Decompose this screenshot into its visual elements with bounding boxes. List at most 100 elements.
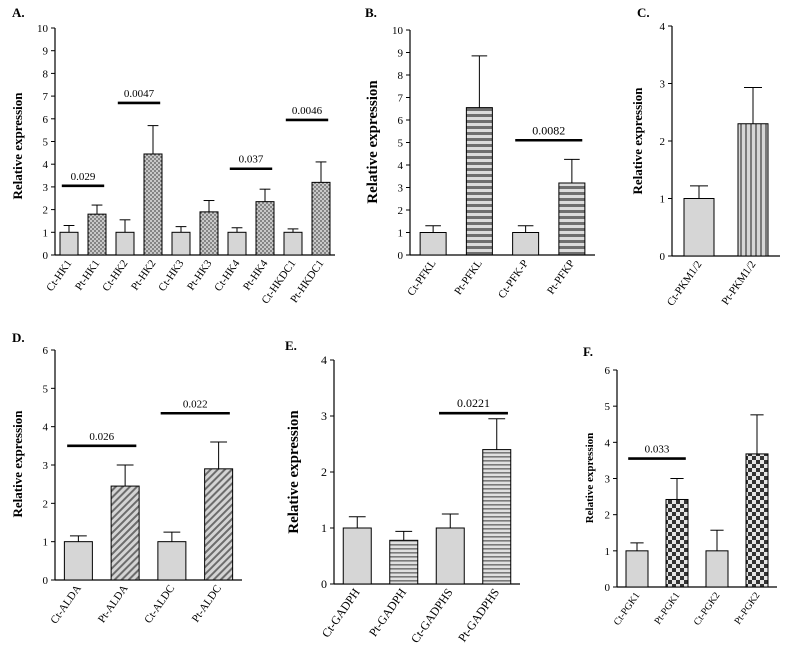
panel-e-p-value: 0.0221 [457, 396, 490, 410]
panel-b-category-label: Ct-PFK-P [496, 258, 531, 301]
panel-f-bar-ct-pgk2 [705, 550, 729, 588]
panel-a-category-label: Pt-HK2 [129, 258, 158, 293]
panel-b-category-label: Ct-PFKL [405, 258, 438, 299]
panel-c-bar-pt-pkm1-2 [737, 123, 769, 257]
panel-f-y-tick-label: 5 [605, 401, 611, 413]
panel-c-bar-ct-pkm1-2 [683, 198, 715, 257]
panel-b-bar-pt-pfkl [465, 107, 493, 256]
panel-a-p-value: 0.0046 [292, 105, 323, 117]
panel-b-y-tick-label: 6 [398, 115, 404, 127]
panel-a-bar-ct-hk2 [115, 231, 135, 256]
panel-f-y-axis-label: Relative expression [584, 433, 596, 524]
panel-a-y-tick-label: 5 [43, 137, 49, 149]
panel-c-y-tick-label: 3 [660, 79, 666, 91]
panel-a-y-tick-label: 1 [43, 227, 49, 239]
panel-d-y-tick-label: 4 [43, 422, 49, 434]
panel-a-category-label: Pt-HK4 [241, 257, 271, 292]
panel-b-category-label: Pt-PFKL [452, 258, 485, 298]
panel-b-y-tick-label: 0 [398, 250, 404, 262]
panel-a-y-tick-label: 3 [43, 182, 49, 194]
panel-a-bar-pt-hk1 [87, 213, 107, 256]
panel-a-p-value: 0.0047 [124, 88, 155, 100]
panel-b-p-value: 0.0082 [532, 123, 565, 137]
panel-a-bar-ct-hk1 [59, 231, 79, 256]
panel-e-bar-pt-gadphs [482, 449, 512, 585]
panel-a-y-tick-label: 2 [43, 205, 49, 217]
panel-d-y-tick-label: 1 [43, 537, 49, 549]
panel-d-label: D. [12, 330, 25, 345]
panel-a-bar-pt-hk2 [143, 153, 163, 256]
panel-c-category-label: Pt-PKM1/2 [720, 259, 759, 307]
panel-e-bar-ct-gadphs [435, 527, 465, 585]
panel-d-bar-pt-aldc [204, 468, 234, 581]
panel-e-y-axis-label: Relative expression [286, 410, 302, 534]
panel-c-y-tick-label: 2 [660, 136, 666, 148]
panel-b-y-tick-label: 9 [398, 48, 404, 60]
panel-d-bar-ct-alda [63, 541, 93, 581]
panel-e-category-label: Ct-GADPH [319, 585, 363, 640]
panel-b-bar-ct-pfkl [419, 232, 447, 256]
panel-d-category-label: Pt-ALDC [190, 583, 224, 625]
panel-b-y-tick-label: 3 [398, 183, 404, 195]
panel-f-category-label: Ct-PGK1 [612, 590, 643, 627]
panel-e-y-tick-label: 4 [321, 353, 327, 367]
panel-a-y-tick-label: 7 [43, 91, 49, 103]
panel-f-category-label: Pt-PGK1 [652, 590, 682, 626]
panel-f-p-value: 0.033 [645, 444, 670, 456]
panel-b-y-tick-label: 7 [398, 93, 404, 105]
panel-b-y-tick-label: 8 [398, 70, 404, 82]
panel-a-category-label: Pt-HK3 [185, 257, 215, 292]
panel-d-category-label: Pt-ALDA [96, 583, 131, 625]
panel-d-y-tick-label: 3 [43, 460, 49, 472]
panel-a-y-tick-label: 4 [43, 159, 49, 171]
panel-c-category-label: Ct-PKM1/2 [665, 259, 705, 308]
panel-e-category-label: Pt-GADPHS [455, 586, 502, 645]
panel-a-y-tick-label: 0 [43, 250, 49, 262]
panel-f-label: F. [583, 344, 593, 359]
panel-b-plot: 0 1 2 3 4 5 6 7 8 9 10 Ct-PFKL Pt-PFKL Ct-PFK-P Pt-PFK… [392, 25, 595, 301]
panel-f-plot: 0 1 2 3 4 5 6 Ct-PGK1 Pt-PGK1 Ct-PGK2 Pt-PGK2 0.033 [605, 365, 777, 628]
panel-f-y-tick-label: 0 [605, 582, 611, 594]
panel-b-bar-pt-pfkp [558, 182, 586, 256]
panel-c-pkm-chart: C. Relative expression 0 1 2 3 4 Ct-PKM1/2 Pt-… [630, 5, 780, 308]
panel-e-bar-pt-gadph [389, 539, 419, 585]
panel-c-y-axis-label: Relative expression [630, 87, 645, 195]
panel-b-category-label: Pt-PFKP [545, 258, 577, 297]
panel-e-bar-ct-gadph [342, 527, 372, 585]
panel-c-y-tick-label: 0 [660, 251, 666, 263]
panel-a-bar-ct-hk3 [171, 231, 191, 256]
panel-a-y-axis-label: Relative expression [10, 92, 25, 200]
panel-f-y-tick-label: 1 [605, 546, 611, 558]
panel-b-y-tick-label: 5 [398, 138, 404, 150]
panel-c-y-tick-label: 4 [660, 21, 666, 33]
panel-a-bar-ct-hk4 [227, 231, 247, 256]
panel-c-label: C. [637, 5, 650, 20]
panel-f-y-tick-label: 3 [605, 474, 611, 486]
panel-a-bar-pt-hkdc1 [311, 181, 331, 256]
panel-f-bar-pt-pgk1 [665, 498, 689, 588]
panel-a-bar-pt-hk4 [255, 201, 275, 256]
panel-a-hexokinase-chart: A. Relative expression 0 1 2 3 4 5 6 7 8 9 10 Ct-HK… [10, 5, 335, 306]
panel-b-pfk-chart: B. Relative expression 0 1 2 3 4 5 6 7 8 9 10 Ct-PF… [365, 5, 595, 301]
panel-a-category-label: Ct-HK1 [44, 258, 74, 294]
panel-f-y-tick-label: 2 [605, 510, 611, 522]
panel-f-bar-ct-pgk1 [625, 550, 649, 588]
panel-f-bar-pt-pgk2 [745, 453, 769, 588]
panel-e-category-label: Ct-GADPHS [408, 586, 456, 646]
panel-d-y-axis-label: Relative expression [10, 410, 25, 518]
panel-d-bar-ct-aldc [157, 541, 187, 581]
panel-a-category-label: Ct-HK4 [212, 257, 242, 293]
panel-a-y-tick-label: 10 [37, 23, 49, 35]
panel-a-label: A. [12, 5, 25, 20]
panel-d-p-value: 0.022 [183, 398, 208, 410]
panel-d-y-tick-label: 6 [43, 345, 49, 357]
panel-b-y-axis-label: Relative expression [365, 80, 381, 204]
panel-f-category-label: Ct-PGK2 [692, 590, 723, 627]
panel-e-y-tick-label: 3 [321, 409, 327, 423]
panel-f-pgk-chart: F. Relative expression 0 1 2 3 4 5 6 Ct-PGK1 Pt-… [583, 344, 777, 628]
panel-d-y-tick-label: 2 [43, 498, 49, 510]
panel-a-category-label: Ct-HK3 [156, 257, 186, 293]
